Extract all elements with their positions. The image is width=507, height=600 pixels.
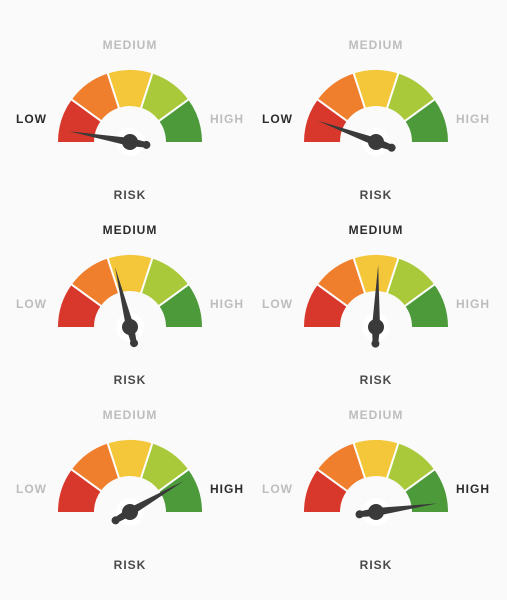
label-low: LOW [16,482,47,496]
label-risk: RISK [360,558,393,572]
label-risk: RISK [360,188,393,202]
label-high: HIGH [210,297,244,311]
gauge-hub [368,134,384,150]
risk-dial-6: LOW MEDIUM HIGH RISK [256,400,496,580]
label-medium: MEDIUM [349,408,404,422]
label-medium: MEDIUM [103,38,158,52]
label-high: HIGH [456,482,490,496]
risk-dial-5: LOW MEDIUM HIGH RISK [10,400,250,580]
label-low: LOW [262,297,293,311]
gauge-hub [122,319,138,335]
label-high: HIGH [456,297,490,311]
label-low: LOW [262,482,293,496]
label-low: LOW [16,112,47,126]
label-high: HIGH [456,112,490,126]
risk-dial-4: LOW MEDIUM HIGH RISK [256,215,496,395]
gauge-hub [368,504,384,520]
risk-dial-3: LOW MEDIUM HIGH RISK [10,215,250,395]
label-low: LOW [16,297,47,311]
label-high: HIGH [210,482,244,496]
label-risk: RISK [114,373,147,387]
gauge-hub [122,134,138,150]
label-medium: MEDIUM [349,223,404,237]
gauge-svg [256,215,496,365]
label-risk: RISK [360,373,393,387]
gauge-hub [368,319,384,335]
label-low: LOW [262,112,293,126]
gauge-svg [256,30,496,180]
label-medium: MEDIUM [103,223,158,237]
label-high: HIGH [210,112,244,126]
label-risk: RISK [114,188,147,202]
label-medium: MEDIUM [103,408,158,422]
gauge-svg [10,400,250,550]
page: LOW MEDIUM HIGH RISK LOW MEDIUM HIGH RISK LOW M… [0,0,507,600]
gauge-hub [122,504,138,520]
gauge-svg [256,400,496,550]
gauge-svg [10,215,250,365]
risk-dial-1: LOW MEDIUM HIGH RISK [10,30,250,210]
gauge-svg [10,30,250,180]
label-risk: RISK [114,558,147,572]
label-medium: MEDIUM [349,38,404,52]
risk-dial-2: LOW MEDIUM HIGH RISK [256,30,496,210]
